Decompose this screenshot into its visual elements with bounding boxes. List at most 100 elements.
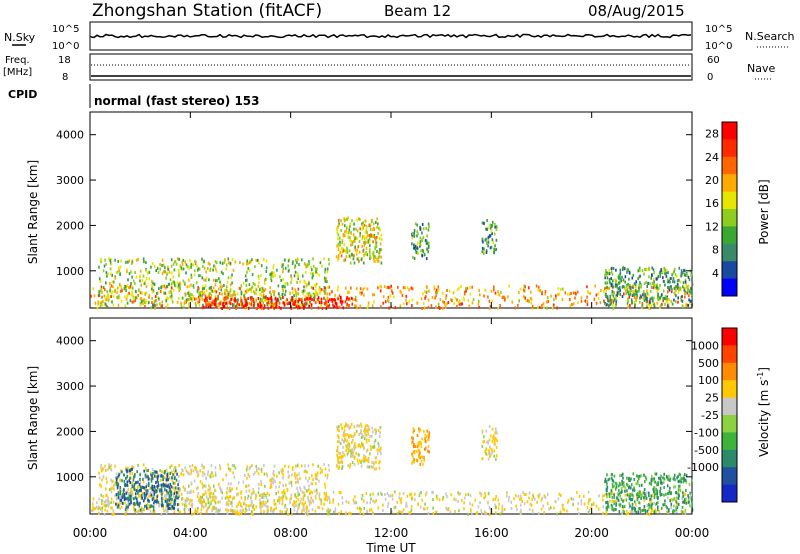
echo-cell xyxy=(654,480,656,484)
echo-cell xyxy=(360,429,362,433)
echo-cell xyxy=(365,428,367,432)
echo-cell xyxy=(312,478,314,482)
echo-cell xyxy=(272,472,274,476)
echo-cell xyxy=(112,479,114,483)
echo-cell xyxy=(150,493,153,497)
echo-cell xyxy=(247,288,250,292)
echo-cell xyxy=(308,503,311,507)
echo-cell xyxy=(631,285,634,289)
echo-cell xyxy=(225,301,228,305)
echo-cell xyxy=(325,300,327,304)
echo-cell xyxy=(610,492,612,496)
echo-cell xyxy=(562,507,564,511)
echo-cell xyxy=(347,425,350,428)
echo-cell xyxy=(119,498,122,502)
echo-cell xyxy=(210,491,212,495)
echo-cell xyxy=(338,436,340,440)
echo-cell xyxy=(359,304,362,308)
echo-cell xyxy=(230,276,232,280)
echo-cell xyxy=(495,457,497,461)
echo-cell xyxy=(284,510,286,514)
echo-cell xyxy=(135,511,138,514)
echo-cell xyxy=(366,424,369,428)
echo-cell xyxy=(139,485,142,489)
echo-cell xyxy=(617,484,620,488)
echo-cell xyxy=(652,477,654,481)
echo-cell xyxy=(257,491,260,495)
echo-cell xyxy=(674,273,677,277)
echo-cell xyxy=(635,299,637,303)
echo-cell xyxy=(282,284,285,288)
echo-cell xyxy=(246,465,248,469)
echo-cell xyxy=(676,279,679,283)
echo-cell xyxy=(657,275,659,279)
echo-cell xyxy=(655,488,657,491)
echo-cell xyxy=(101,295,103,299)
echo-cell xyxy=(207,488,209,492)
echo-cell xyxy=(364,241,367,245)
echo-cell xyxy=(354,432,356,436)
echo-cell xyxy=(301,299,303,302)
echo-cell xyxy=(98,511,100,515)
echo-cell xyxy=(366,287,369,291)
colorbar-tick-label: 100 xyxy=(698,374,719,387)
echo-cell xyxy=(310,482,313,486)
echo-cell xyxy=(367,304,370,308)
echo-cell xyxy=(118,266,120,270)
echo-cell xyxy=(265,295,267,299)
echo-cell xyxy=(231,487,233,491)
echo-cell xyxy=(421,239,423,242)
echo-cell xyxy=(156,292,158,295)
echo-cell xyxy=(400,497,403,501)
echo-cell xyxy=(188,284,191,288)
echo-cell xyxy=(107,504,110,508)
echo-cell xyxy=(659,271,661,275)
echo-cell xyxy=(626,476,628,480)
echo-cell xyxy=(604,274,606,278)
echo-cell xyxy=(588,498,590,502)
echo-cell xyxy=(127,260,129,264)
echo-cell xyxy=(653,280,655,284)
echo-cell xyxy=(416,251,418,255)
echo-cell xyxy=(688,482,691,486)
echo-cell xyxy=(219,261,222,265)
echo-cell xyxy=(112,500,115,504)
echo-cell xyxy=(277,306,280,309)
echo-cell xyxy=(167,478,169,482)
echo-cell xyxy=(177,287,180,291)
echo-cell xyxy=(298,298,301,302)
echo-cell xyxy=(110,464,112,468)
echo-cell xyxy=(334,509,337,513)
echo-cell xyxy=(119,265,122,269)
echo-cell xyxy=(366,306,369,310)
echo-cell xyxy=(134,299,136,303)
echo-cell xyxy=(117,482,119,486)
echo-cell xyxy=(359,231,361,235)
echo-cell xyxy=(169,278,172,282)
echo-cell xyxy=(347,291,349,294)
echo-cell xyxy=(487,441,490,445)
echo-cell xyxy=(676,282,679,286)
echo-cell xyxy=(111,506,113,510)
echo-cell xyxy=(260,264,263,268)
echo-cell xyxy=(130,490,133,493)
echo-cell xyxy=(244,300,247,304)
echo-cell xyxy=(586,295,588,299)
echo-cell xyxy=(373,300,375,304)
echo-cell xyxy=(262,495,265,499)
echo-cell xyxy=(169,465,171,469)
echo-cell xyxy=(379,460,381,464)
echo-cell xyxy=(207,497,209,501)
echo-cell xyxy=(667,290,669,294)
echo-cell xyxy=(648,512,651,516)
echo-cell xyxy=(656,301,659,305)
echo-cell xyxy=(363,223,366,227)
echo-cell xyxy=(631,276,634,280)
echo-cell xyxy=(222,301,224,305)
echo-cell xyxy=(642,491,645,495)
echo-cell xyxy=(172,506,174,510)
echo-cell xyxy=(153,300,156,304)
echo-cell xyxy=(417,241,419,245)
echo-cell xyxy=(175,469,177,473)
echo-cell xyxy=(428,431,430,435)
